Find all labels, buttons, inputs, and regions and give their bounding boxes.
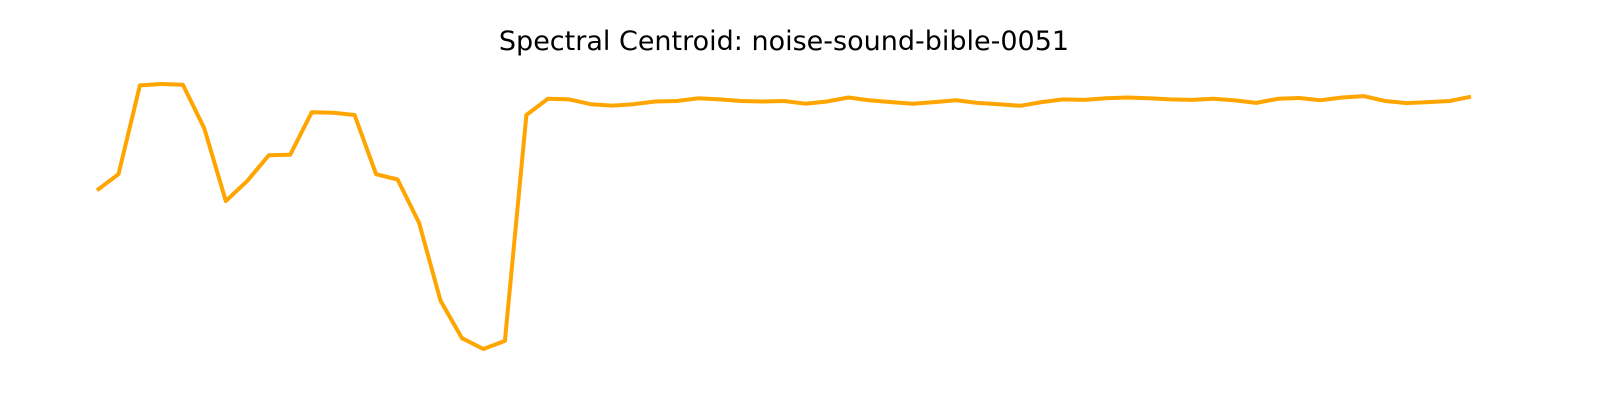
spectral-centroid-line — [95, 82, 1472, 351]
plot-area — [95, 82, 1472, 351]
chart-title: Spectral Centroid: noise-sound-bible-005… — [499, 26, 1069, 57]
